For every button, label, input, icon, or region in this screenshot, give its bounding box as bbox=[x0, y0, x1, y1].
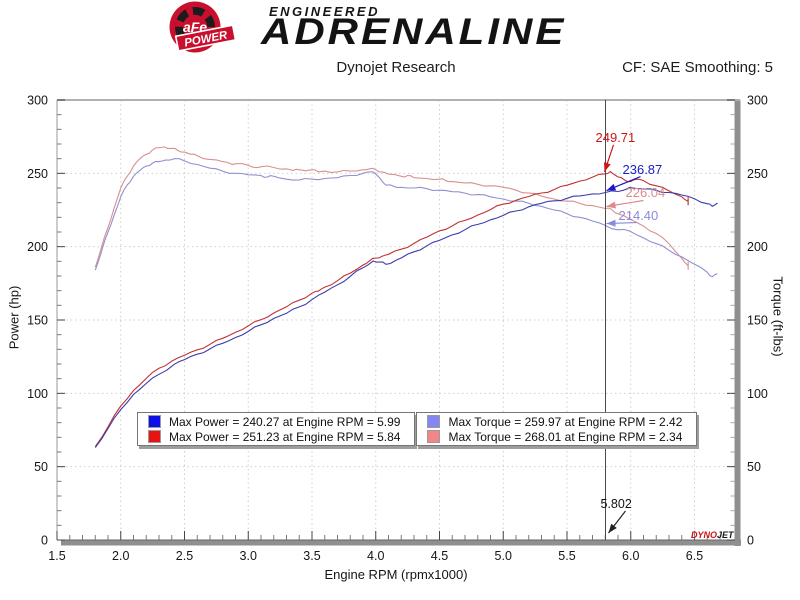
y-tick-label-left: 200 bbox=[27, 240, 48, 254]
dynojet-logo-part2: JET bbox=[717, 530, 734, 540]
y-tick-label-right: 0 bbox=[747, 534, 754, 548]
x-tick-label: 6.5 bbox=[686, 549, 703, 563]
legend-swatch-icon bbox=[148, 430, 161, 443]
dynojet-logo: DYNOJET bbox=[691, 531, 734, 540]
y-tick-label-left: 150 bbox=[27, 314, 48, 328]
y-tick-label-right: 150 bbox=[747, 314, 768, 328]
x-tick-label: 3.0 bbox=[240, 549, 257, 563]
x-tick-label: 1.5 bbox=[48, 549, 65, 563]
dynojet-logo-part1: DYNO bbox=[691, 530, 718, 540]
y-tick-label-right: 300 bbox=[747, 94, 768, 108]
legend-group-power: Max Power = 240.27 at Engine RPM = 5.99 M… bbox=[137, 412, 416, 446]
x-tick-label: 3.5 bbox=[303, 549, 320, 563]
legend-item: Max Torque = 268.01 at Engine RPM = 2.34 bbox=[417, 429, 696, 444]
legend-item: Max Power = 240.27 at Engine RPM = 5.99 bbox=[138, 414, 414, 429]
legend-swatch-icon bbox=[148, 415, 161, 428]
curve-power-2 bbox=[94, 170, 689, 447]
y-tick-label-left: 50 bbox=[34, 460, 48, 474]
legend-group-torque: Max Torque = 259.97 at Engine RPM = 2.42… bbox=[416, 412, 698, 446]
legend-item-text: Max Torque = 268.01 at Engine RPM = 2.34 bbox=[448, 429, 683, 444]
x-tick-label: 6.0 bbox=[622, 549, 639, 563]
cursor-rpm-label: 5.802 bbox=[600, 497, 632, 511]
y-tick-label-left: 100 bbox=[27, 387, 48, 401]
curve-torque-2 bbox=[94, 146, 689, 270]
y-tick-label-right: 100 bbox=[747, 387, 768, 401]
correction-factor-label: CF: SAE Smoothing: 5 bbox=[622, 59, 773, 76]
plot-grid bbox=[57, 100, 735, 540]
brand-tagline-top: ENGINEERED bbox=[269, 4, 380, 19]
y-tick-label-left: 250 bbox=[27, 167, 48, 181]
curve-torque-1 bbox=[94, 158, 718, 278]
plot-canvas: 1.5 2.0 2.5 3.0 3.5 4.0 4.5 5.0 5.5 6.0 6.5 0 0 50 50 1… bbox=[27, 94, 768, 564]
chart-title: Dynojet Research bbox=[336, 59, 456, 76]
header: aFe POWER ENGINEERED ADRENALINE Dynojet … bbox=[0, 0, 800, 90]
curve-power-1 bbox=[94, 187, 718, 448]
legend-item-text: Max Power = 251.23 at Engine RPM = 5.84 bbox=[169, 429, 401, 444]
y-tick-label-right: 250 bbox=[747, 167, 768, 181]
y-tick-label-right: 200 bbox=[747, 240, 768, 254]
legend-item: Max Torque = 259.97 at Engine RPM = 2.42 bbox=[417, 414, 696, 429]
cursor-readout-torque-2: 226.04 bbox=[625, 185, 666, 201]
x-tick-label: 5.0 bbox=[495, 549, 512, 563]
x-tick-label: 2.5 bbox=[176, 549, 193, 563]
y-tick-label-right: 50 bbox=[747, 460, 761, 474]
dyno-chart: 1.5 2.0 2.5 3.0 3.5 4.0 4.5 5.0 5.5 6.0 6.5 0 0 50 50 1… bbox=[0, 90, 800, 600]
cursor-arrows bbox=[603, 144, 644, 534]
legend-swatch-icon bbox=[427, 430, 441, 443]
y-axis-label-power: Power (hp) bbox=[6, 285, 22, 350]
x-tick-label: 2.0 bbox=[112, 549, 129, 563]
axis-ticks bbox=[56, 99, 735, 541]
x-tick-label: 4.5 bbox=[431, 549, 448, 563]
legend-item: Max Power = 251.23 at Engine RPM = 5.84 bbox=[138, 429, 414, 444]
afe-power-logo-icon: aFe POWER bbox=[169, 1, 237, 53]
y-axis-label-torque: Torque (ft-lbs) bbox=[770, 276, 786, 357]
x-tick-label: 5.5 bbox=[558, 549, 575, 563]
y-tick-label-left: 0 bbox=[41, 534, 48, 548]
legend-swatch-icon bbox=[427, 415, 441, 428]
brand-tagline-main: ADRENALINE bbox=[261, 10, 567, 52]
x-axis-label: Engine RPM (rpmx1000) bbox=[324, 567, 468, 582]
cursor-readout-power-2: 249.71 bbox=[595, 129, 636, 145]
cursor-readout-torque-1: 214.40 bbox=[618, 207, 659, 223]
y-tick-label-left: 300 bbox=[27, 94, 48, 108]
x-tick-label: 4.0 bbox=[367, 549, 384, 563]
legend: Max Power = 240.27 at Engine RPM = 5.99 M… bbox=[137, 412, 698, 446]
legend-item-text: Max Torque = 259.97 at Engine RPM = 2.42 bbox=[448, 414, 683, 429]
tick-labels: 1.5 2.0 2.5 3.0 3.5 4.0 4.5 5.0 5.5 6.0 6.5 0 0 50 50 1… bbox=[27, 94, 768, 564]
cursor-readout-power-1: 236.87 bbox=[622, 161, 663, 177]
legend-item-text: Max Power = 240.27 at Engine RPM = 5.99 bbox=[169, 414, 401, 429]
